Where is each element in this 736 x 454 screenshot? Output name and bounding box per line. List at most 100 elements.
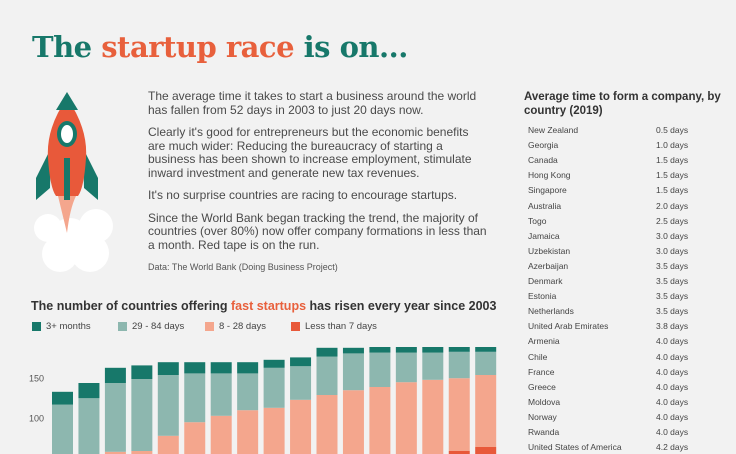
country: Chile (528, 351, 548, 362)
table-row: Singapore 1.5 days (528, 185, 688, 196)
title-part: is on... (294, 30, 409, 64)
bar-segment (104, 383, 126, 452)
bar-segment (448, 378, 470, 451)
paragraph: The average time it takes to start a bus… (148, 89, 477, 117)
country: United Arab Emirates (528, 321, 609, 332)
days: 4.2 days (656, 442, 689, 453)
bar-segment (210, 362, 232, 374)
table-row: Chile 4.0 days (528, 351, 688, 362)
bar-segment (263, 359, 285, 368)
days: 4.0 days (656, 351, 689, 362)
table-row: Denmark 3.5 days (528, 276, 688, 286)
legend-swatch (291, 322, 300, 331)
bar-segment (395, 352, 417, 383)
bar-segment (78, 383, 100, 399)
table-row: Norway 4.0 days (528, 411, 688, 422)
bar-segment (369, 352, 391, 387)
country: Norway (528, 411, 557, 422)
days: 3.5 days (656, 276, 689, 286)
table-row: Hong Kong 1.5 days (528, 170, 688, 180)
page-title: The startup race is on... (32, 30, 408, 64)
country: Denmark (528, 276, 563, 286)
table-row: Australia 2.0 days (528, 200, 688, 211)
bar-segment (184, 373, 206, 423)
bar-segment (448, 347, 470, 352)
country: Azerbaijan (528, 260, 569, 271)
bar-segment (290, 399, 312, 454)
legend-label: 29 - 84 days (132, 321, 185, 332)
bar-segment (395, 382, 417, 454)
country: New Zealand (528, 125, 579, 135)
days: 1.5 days (656, 170, 689, 181)
days: 3.5 days (656, 260, 689, 271)
days: 1.5 days (656, 155, 689, 166)
days: 1.0 days (656, 140, 689, 151)
chart: 100 150 (29, 347, 497, 454)
y-tick-label: 150 (29, 373, 44, 383)
country: United States of America (528, 442, 622, 453)
legend-label: 3+ months (46, 321, 91, 332)
country: Moldova (528, 396, 561, 407)
bar-segment (369, 347, 391, 353)
bar-segment (104, 451, 126, 454)
country: Georgia (528, 140, 559, 151)
bar-segment (316, 347, 338, 357)
country: Australia (528, 200, 562, 211)
bar-segment (210, 415, 232, 454)
bar-segment (316, 356, 338, 395)
bar-segment (342, 347, 364, 354)
days: 0.5 days (656, 125, 689, 135)
country: Jamaica (528, 230, 560, 241)
table-row: Azerbaijan 3.5 days (528, 260, 688, 271)
bar-segment (422, 352, 444, 380)
country: Togo (528, 215, 547, 226)
bar-segment (342, 390, 364, 454)
legend-label: Less than 7 days (305, 321, 377, 332)
bar-segment (263, 407, 285, 454)
bar-segment (316, 395, 338, 454)
legend-swatch (205, 322, 214, 331)
days: 2.0 days (656, 200, 689, 211)
days: 4.0 days (656, 427, 689, 437)
days: 3.5 days (656, 306, 689, 317)
days: 4.0 days (656, 336, 689, 347)
table-row: United Arab Emirates 3.8 days (528, 321, 688, 332)
country: Estonia (528, 291, 557, 302)
bar-segment (237, 410, 259, 454)
bar-segment (422, 379, 444, 454)
article: The average time it takes to start a bus… (148, 89, 488, 284)
days: 1.5 days (656, 185, 689, 196)
days: 3.8 days (656, 321, 689, 332)
days: 3.0 days (656, 245, 689, 256)
bar-segment (52, 404, 73, 454)
y-tick-label: 100 (29, 413, 44, 423)
days: 4.0 days (656, 381, 689, 392)
country: Rwanda (528, 427, 560, 437)
bar-segment (131, 451, 153, 454)
bar-segment (448, 451, 470, 454)
country: Singapore (528, 185, 567, 196)
country: Canada (528, 155, 558, 166)
bar-segment (475, 347, 497, 352)
bar-segment (157, 375, 179, 436)
bar-segment (475, 447, 497, 454)
paragraph: Since the World Bank began tracking the … (148, 210, 487, 252)
table-row: Togo 2.5 days (528, 215, 688, 226)
title-highlight: fast startups (231, 299, 307, 313)
country: Uzbekistan (528, 245, 571, 256)
table-row: Greece 4.0 days (528, 382, 688, 392)
bar-segment (131, 365, 153, 379)
table-row: France 4.0 days (528, 367, 688, 377)
title-part: The (32, 30, 102, 64)
table-row: Uzbekistan 3.0 days (528, 245, 688, 256)
title-part: has risen every year since 2003 (306, 299, 497, 313)
bar-segment (475, 375, 497, 447)
bar-segment (184, 422, 206, 454)
table-row: New Zealand 0.5 days (528, 125, 688, 135)
bar-segment (210, 373, 232, 416)
legend-swatch (118, 322, 127, 331)
table-row: Estonia 3.5 days (528, 291, 688, 302)
table-row: Netherlands 3.5 days (528, 306, 688, 316)
days: 3.0 days (656, 230, 689, 241)
